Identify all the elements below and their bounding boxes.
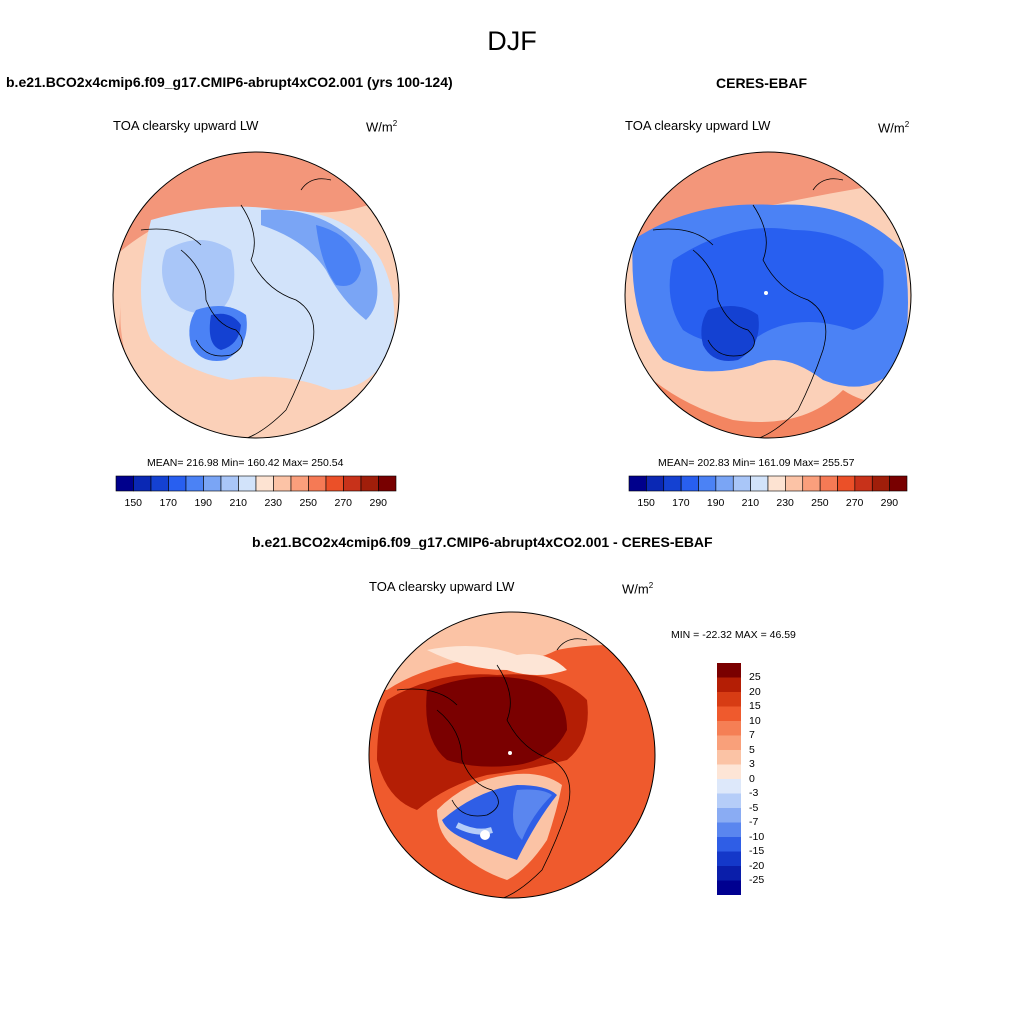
units-label-obs: W/m2 (878, 120, 910, 136)
colorbar-swatch (717, 880, 741, 895)
colorbar-swatch (717, 837, 741, 852)
colorbar-level-label: 25 (749, 671, 761, 683)
colorbar-swatch (360, 475, 379, 492)
colorbar-swatch (308, 475, 327, 492)
colorbar-swatch (717, 663, 741, 678)
colorbar-swatch (680, 475, 699, 492)
panel-title-model: b.e21.BCO2x4cmip6.f09_g17.CMIP6-abrupt4x… (6, 74, 453, 90)
units-label-model: W/m2 (366, 119, 398, 135)
polar-map-model (112, 151, 400, 439)
colorbar-swatch (871, 475, 890, 492)
colorbar-swatch (717, 677, 741, 692)
colorbar-swatch (802, 475, 821, 492)
colorbar-swatch (889, 475, 908, 492)
colorbar-tick-label: 290 (369, 497, 388, 509)
colorbar-swatch (325, 475, 344, 492)
colorbar-level-label: 5 (749, 743, 755, 756)
variable-label-obs: TOA clearsky upward LW (625, 118, 771, 133)
colorbar-tick-label: 230 (264, 497, 283, 509)
colorbar-tick-label: 190 (194, 497, 213, 509)
polar-map-obs (624, 151, 912, 439)
colorbar-tick-label: 150 (124, 497, 143, 509)
colorbar-tick-label: 250 (811, 497, 829, 509)
colorbar-swatch (133, 475, 152, 492)
colorbar-swatch (717, 735, 741, 750)
colorbar-swatch (717, 822, 741, 837)
colorbar-swatch (115, 475, 134, 492)
colorbar-level-label: 10 (749, 714, 761, 727)
colorbar-swatch (378, 475, 397, 492)
colorbar-tick-label: 190 (706, 497, 725, 509)
colorbar-swatch (343, 475, 362, 492)
colorbar-swatch (715, 475, 734, 492)
colorbar-tick-label: 230 (776, 497, 794, 509)
colorbar-level-label: -20 (749, 859, 765, 872)
colorbar-tick-label: 210 (741, 497, 760, 509)
colorbar-swatch (717, 779, 741, 794)
colorbar-swatch (717, 750, 741, 765)
colorbar-swatch (220, 475, 239, 492)
colorbar-level-label: -25 (749, 874, 765, 886)
colorbar-swatch (717, 706, 741, 721)
variable-label-diff: TOA clearsky upward LW (369, 579, 515, 594)
colorbar-level-label: -5 (749, 801, 759, 814)
polar-map-diff (368, 611, 656, 899)
colorbar-tick-label: 270 (334, 497, 353, 509)
colorbar-tick-label: 210 (229, 497, 248, 509)
colorbar-swatch (168, 475, 187, 492)
colorbar-swatch (837, 475, 856, 492)
colorbar-level-label: -3 (749, 787, 759, 799)
colorbar-diff (717, 663, 741, 895)
variable-label-model: TOA clearsky upward LW (113, 118, 259, 133)
colorbar-swatch (717, 793, 741, 808)
colorbar-tick-label: 270 (845, 497, 864, 509)
colorbar-level-label: 15 (749, 700, 761, 712)
units-label-diff: W/m2 (622, 581, 654, 597)
colorbar-swatch (698, 475, 717, 492)
colorbar-swatch (290, 475, 309, 492)
colorbar-swatch (150, 475, 169, 492)
stats-model: MEAN= 216.98 Min= 160.42 Max= 250.54 (147, 457, 344, 469)
colorbar-swatch (854, 475, 873, 492)
panel-title-diff: b.e21.BCO2x4cmip6.f09_g17.CMIP6-abrupt4x… (252, 534, 713, 550)
colorbar-tick-label: 170 (159, 497, 178, 509)
colorbar-level-label: 3 (749, 758, 755, 770)
colorbar-swatch (767, 475, 786, 492)
colorbar-swatch (663, 475, 682, 492)
colorbar-swatch (819, 475, 838, 492)
colorbar-tick-label: 290 (880, 497, 899, 509)
colorbar-swatch (717, 692, 741, 707)
stats-diff: MIN = -22.32 MAX = 46.59 (671, 629, 796, 641)
page-title: DJF (487, 26, 537, 56)
colorbar-level-label: -7 (749, 816, 759, 828)
colorbar-obs (628, 475, 908, 492)
colorbar-swatch (185, 475, 204, 492)
colorbar-swatch (238, 475, 257, 492)
colorbar-swatch (628, 475, 647, 492)
colorbar-level-label: -15 (749, 845, 765, 857)
colorbar-tick-label: 250 (299, 497, 318, 509)
colorbar-swatch (785, 475, 804, 492)
colorbar-swatch (750, 475, 769, 492)
colorbar-level-label: 7 (749, 729, 755, 741)
colorbar-swatch (273, 475, 292, 492)
colorbar-swatch (717, 866, 741, 881)
colorbar-level-label: 0 (749, 772, 755, 785)
colorbar-model (115, 475, 397, 492)
panel-title-obs: CERES-EBAF (716, 75, 808, 91)
colorbar-swatch (717, 808, 741, 823)
colorbar-level-label: -10 (749, 830, 765, 843)
colorbar-swatch (646, 475, 665, 492)
colorbar-swatch (203, 475, 222, 492)
colorbar-swatch (717, 721, 741, 736)
colorbar-swatch (717, 764, 741, 779)
colorbar-level-label: 20 (749, 685, 761, 698)
colorbar-tick-label: 170 (672, 497, 690, 509)
colorbar-swatch (732, 475, 751, 492)
colorbar-swatch (255, 475, 274, 492)
colorbar-tick-label: 150 (637, 497, 655, 509)
colorbar-swatch (717, 851, 741, 866)
stats-obs: MEAN= 202.83 Min= 161.09 Max= 255.57 (658, 457, 855, 469)
